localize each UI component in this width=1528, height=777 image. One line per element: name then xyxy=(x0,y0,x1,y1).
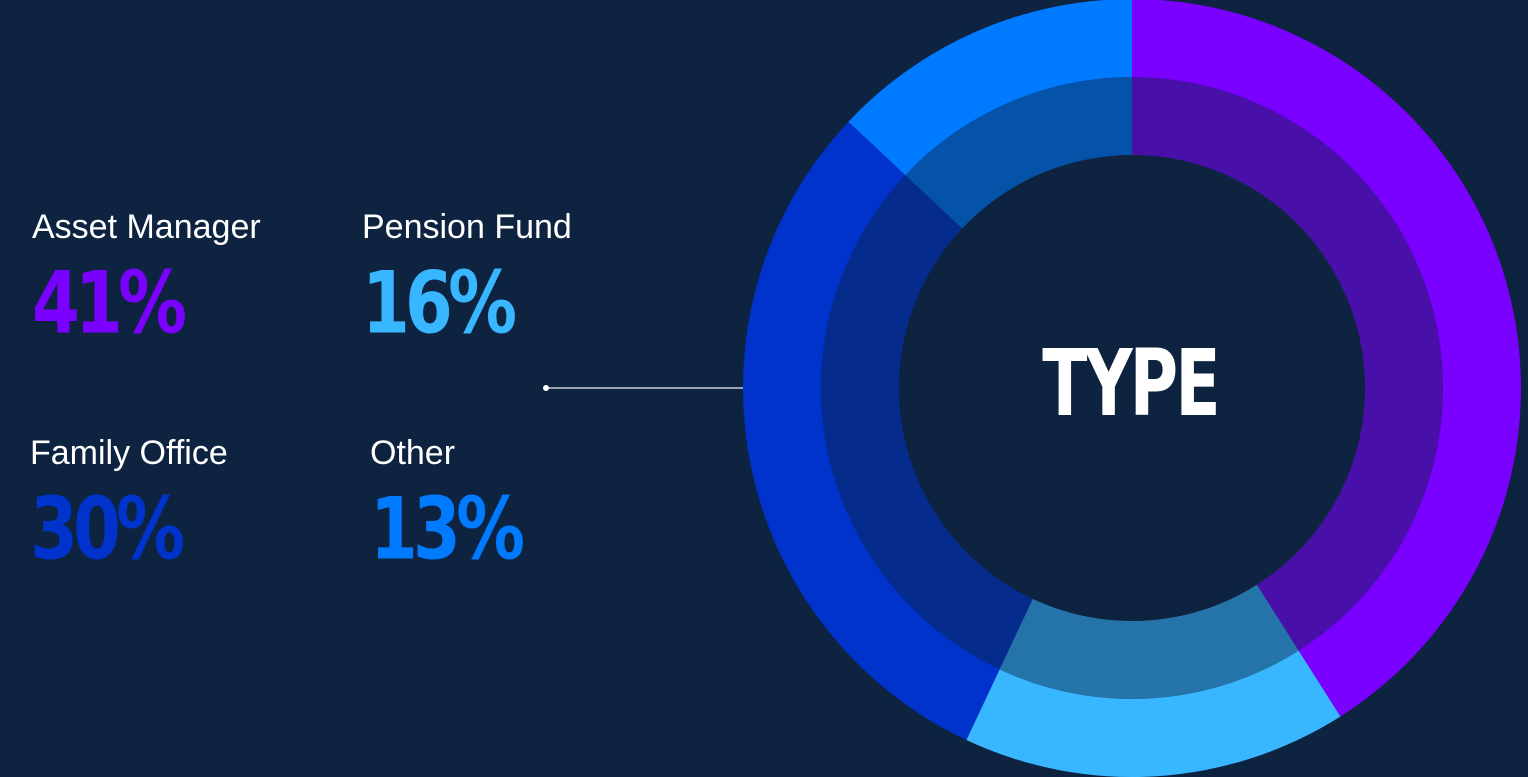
legend-value: 13% xyxy=(370,480,523,579)
legend-label: Other xyxy=(370,434,455,472)
slice-outer xyxy=(1132,0,1521,717)
legend-value: 16% xyxy=(362,254,515,353)
connector-dot xyxy=(543,385,549,391)
legend-value: 30% xyxy=(30,480,183,579)
slice-outer xyxy=(848,0,1132,176)
slice-inner xyxy=(1132,77,1443,651)
legend-label: Family Office xyxy=(30,434,228,472)
slice-outer xyxy=(966,650,1341,777)
legend-label: Asset Manager xyxy=(32,208,261,246)
slice-inner xyxy=(905,77,1132,229)
legend-value: 41% xyxy=(32,254,185,353)
slice-outer xyxy=(742,121,1000,740)
slice-inner xyxy=(821,175,1033,670)
legend-label: Pension Fund xyxy=(362,208,572,246)
center-label: TYPE xyxy=(1042,330,1217,437)
donut xyxy=(742,0,1521,777)
slice-inner xyxy=(999,584,1299,699)
legend: Asset Manager 41% Pension Fund 16% Family Of… xyxy=(30,208,572,580)
